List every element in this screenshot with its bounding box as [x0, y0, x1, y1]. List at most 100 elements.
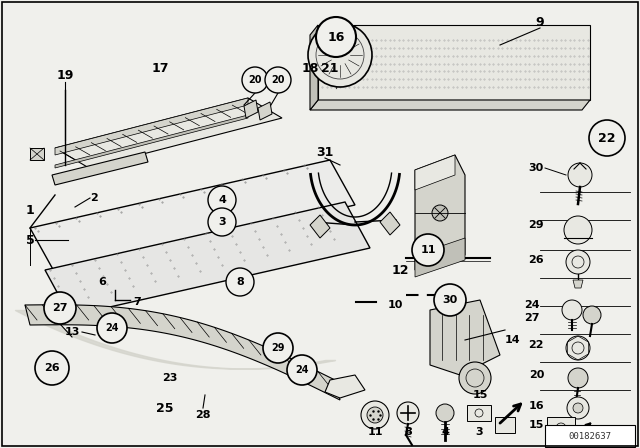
Polygon shape [318, 25, 590, 100]
Text: 6: 6 [98, 277, 106, 287]
Text: 8: 8 [404, 427, 412, 437]
Circle shape [583, 306, 601, 324]
Text: 29: 29 [271, 343, 285, 353]
Circle shape [459, 362, 491, 394]
Circle shape [567, 397, 589, 419]
Circle shape [316, 17, 356, 57]
Circle shape [589, 120, 625, 156]
Text: 30: 30 [529, 163, 544, 173]
Polygon shape [430, 300, 500, 375]
Polygon shape [380, 212, 400, 235]
Text: 27: 27 [525, 313, 540, 323]
Text: 20: 20 [529, 370, 544, 380]
Text: 22: 22 [598, 132, 616, 145]
Polygon shape [30, 160, 355, 273]
Polygon shape [415, 155, 465, 270]
Text: 15: 15 [529, 420, 544, 430]
Text: 25: 25 [156, 401, 173, 414]
Text: 3: 3 [218, 217, 226, 227]
Text: 22: 22 [529, 340, 544, 350]
Circle shape [432, 205, 448, 221]
Polygon shape [325, 375, 365, 398]
Polygon shape [415, 238, 465, 277]
Circle shape [397, 402, 419, 424]
Circle shape [566, 250, 590, 274]
Text: 23: 23 [163, 373, 178, 383]
Text: 30: 30 [442, 295, 458, 305]
Text: 11: 11 [420, 245, 436, 255]
Polygon shape [573, 280, 583, 288]
Polygon shape [310, 215, 330, 238]
Text: 16: 16 [327, 30, 345, 43]
Text: 20: 20 [271, 75, 285, 85]
Polygon shape [25, 305, 340, 400]
Polygon shape [55, 98, 248, 155]
Circle shape [263, 333, 293, 363]
Text: 10: 10 [387, 300, 403, 310]
Polygon shape [30, 148, 44, 160]
Text: 5: 5 [26, 233, 35, 246]
Text: 24: 24 [295, 365, 308, 375]
FancyBboxPatch shape [547, 417, 575, 439]
Circle shape [97, 313, 127, 343]
Polygon shape [55, 98, 282, 168]
Circle shape [412, 234, 444, 266]
Text: 26: 26 [529, 255, 544, 265]
Circle shape [265, 67, 291, 93]
Circle shape [434, 284, 466, 316]
Polygon shape [45, 202, 370, 316]
Circle shape [44, 292, 76, 324]
Polygon shape [55, 115, 248, 168]
Circle shape [564, 216, 592, 244]
Text: 4: 4 [441, 427, 449, 437]
Polygon shape [244, 100, 258, 118]
Text: 18: 18 [301, 61, 319, 74]
Circle shape [208, 186, 236, 214]
Circle shape [242, 67, 268, 93]
Polygon shape [52, 152, 148, 185]
Text: 8: 8 [236, 277, 244, 287]
Circle shape [287, 355, 317, 385]
FancyBboxPatch shape [545, 425, 635, 447]
Circle shape [35, 351, 69, 385]
Text: 27: 27 [52, 303, 68, 313]
Circle shape [568, 368, 588, 388]
Text: 24: 24 [524, 300, 540, 310]
Text: 2: 2 [90, 193, 98, 203]
FancyBboxPatch shape [467, 405, 491, 421]
Polygon shape [415, 155, 455, 190]
Circle shape [573, 403, 583, 413]
Text: 1: 1 [26, 203, 35, 216]
Circle shape [562, 300, 582, 320]
Text: 11: 11 [367, 427, 383, 437]
Text: 28: 28 [195, 410, 211, 420]
Text: 14: 14 [505, 335, 520, 345]
Text: 00182637: 00182637 [568, 431, 611, 440]
Text: 13: 13 [65, 327, 80, 337]
Text: 7: 7 [133, 297, 141, 307]
Text: 29: 29 [529, 220, 544, 230]
Circle shape [568, 163, 592, 187]
Text: 21: 21 [321, 61, 339, 74]
Circle shape [308, 23, 372, 87]
Circle shape [367, 407, 383, 423]
Text: 24: 24 [105, 323, 119, 333]
Text: 9: 9 [536, 16, 544, 29]
Polygon shape [310, 25, 318, 110]
Circle shape [208, 208, 236, 236]
FancyBboxPatch shape [577, 427, 597, 443]
Text: 19: 19 [56, 69, 74, 82]
Text: 4: 4 [218, 195, 226, 205]
Text: 16: 16 [529, 401, 544, 411]
Text: 3: 3 [475, 427, 483, 437]
Circle shape [436, 404, 454, 422]
Text: 20: 20 [248, 75, 262, 85]
Circle shape [226, 268, 254, 296]
Text: 12: 12 [391, 263, 409, 276]
Circle shape [361, 401, 389, 429]
Text: 15: 15 [472, 390, 488, 400]
Polygon shape [258, 102, 272, 120]
Text: 17: 17 [151, 61, 169, 74]
Circle shape [566, 336, 590, 360]
Text: 26: 26 [44, 363, 60, 373]
